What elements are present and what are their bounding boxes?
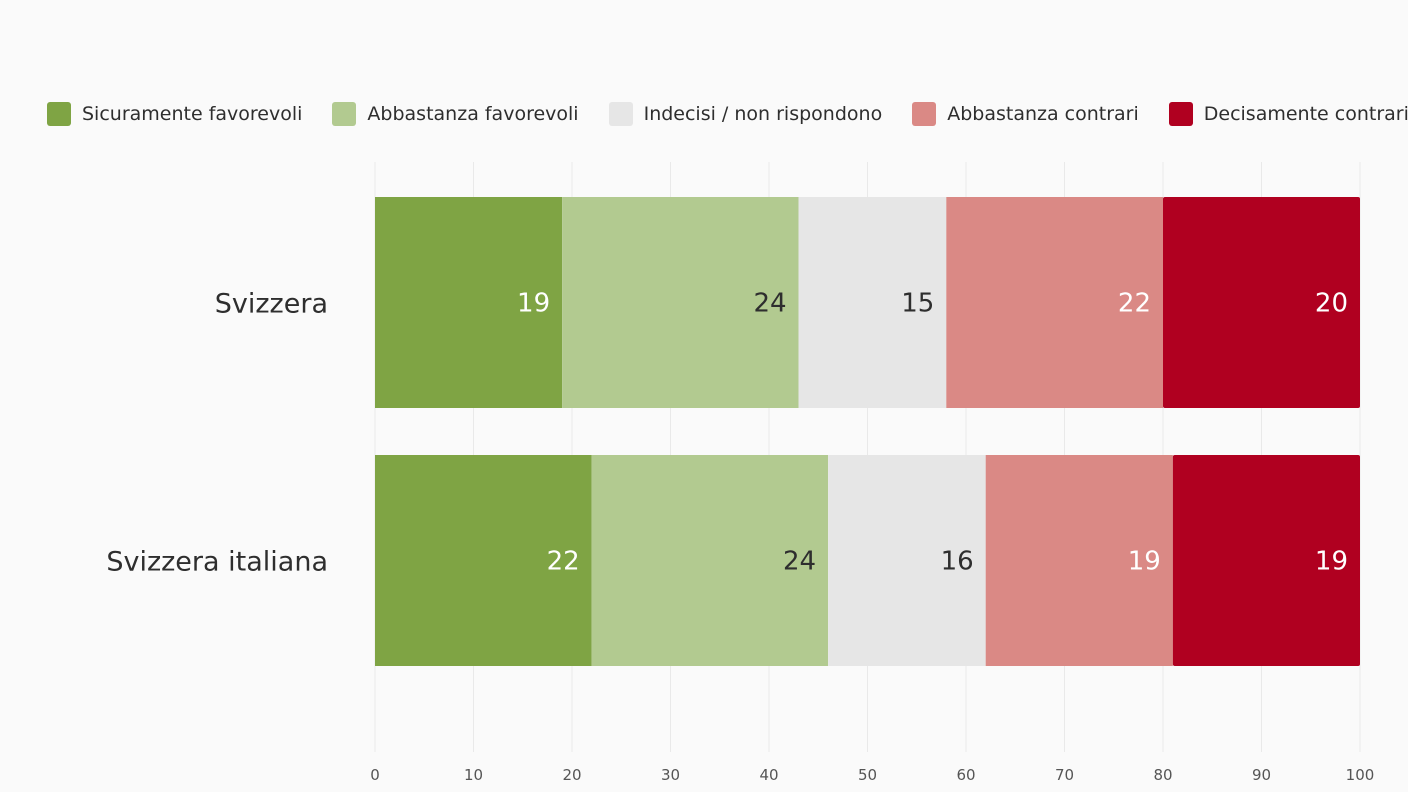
bar-segment: [375, 197, 563, 408]
data-label: 24: [753, 289, 786, 319]
legend-item: Indecisi / non rispondono: [608, 102, 883, 126]
data-label: 24: [783, 547, 816, 577]
legend-swatch: [47, 102, 71, 126]
data-label: 19: [1128, 547, 1161, 577]
bar-segment: [985, 455, 1173, 666]
x-tick-label: 90: [1252, 766, 1271, 784]
bar-segment: [375, 455, 592, 666]
data-label: 20: [1315, 289, 1348, 319]
data-label: 19: [517, 289, 550, 319]
legend-swatch: [608, 102, 633, 126]
bar-segment: [1172, 455, 1360, 666]
legend-label: Abbastanza favorevoli: [367, 103, 579, 125]
x-tick-label: 60: [956, 766, 975, 784]
bar-segment: [1163, 197, 1360, 408]
legend-item: Decisamente contrari: [1168, 102, 1408, 126]
category-label: Svizzera: [215, 289, 328, 320]
legend-label: Sicuramente favorevoli: [82, 103, 303, 125]
x-tick-label: 10: [464, 766, 483, 784]
data-label: 15: [901, 289, 934, 319]
legend-item: Abbastanza contrari: [912, 102, 1139, 126]
x-tick-label: 80: [1153, 766, 1172, 784]
x-tick-label: 70: [1055, 766, 1074, 784]
legend-item: Abbastanza favorevoli: [332, 102, 579, 126]
chart-legend: Sicuramente favorevoli Abbastanza favorev…: [47, 102, 1408, 126]
legend-label: Decisamente contrari: [1203, 103, 1408, 125]
x-tick-label: 0: [370, 766, 380, 784]
bar-segment: [946, 197, 1163, 408]
legend-item: Sicuramente favorevoli: [47, 102, 302, 126]
data-label: 22: [547, 547, 580, 577]
bar-segment: [798, 197, 947, 408]
data-label: 16: [941, 547, 974, 577]
x-tick-label: 20: [562, 766, 581, 784]
bar-segment: [828, 455, 986, 666]
legend-label: Indecisi / non rispondono: [643, 103, 883, 125]
legend-swatch: [332, 102, 357, 126]
data-label: 22: [1118, 289, 1151, 319]
x-tick-label: 40: [759, 766, 778, 784]
x-tick-label: 30: [661, 766, 680, 784]
bar-segment: [591, 455, 829, 666]
x-tick-label: 50: [858, 766, 877, 784]
legend-swatch: [1168, 102, 1193, 126]
legend-swatch: [912, 102, 937, 126]
bar-segment: [562, 197, 799, 408]
category-label: Svizzera italiana: [106, 547, 328, 578]
x-tick-label: 100: [1346, 766, 1375, 784]
data-label: 19: [1315, 547, 1348, 577]
legend-label: Abbastanza contrari: [947, 103, 1139, 125]
